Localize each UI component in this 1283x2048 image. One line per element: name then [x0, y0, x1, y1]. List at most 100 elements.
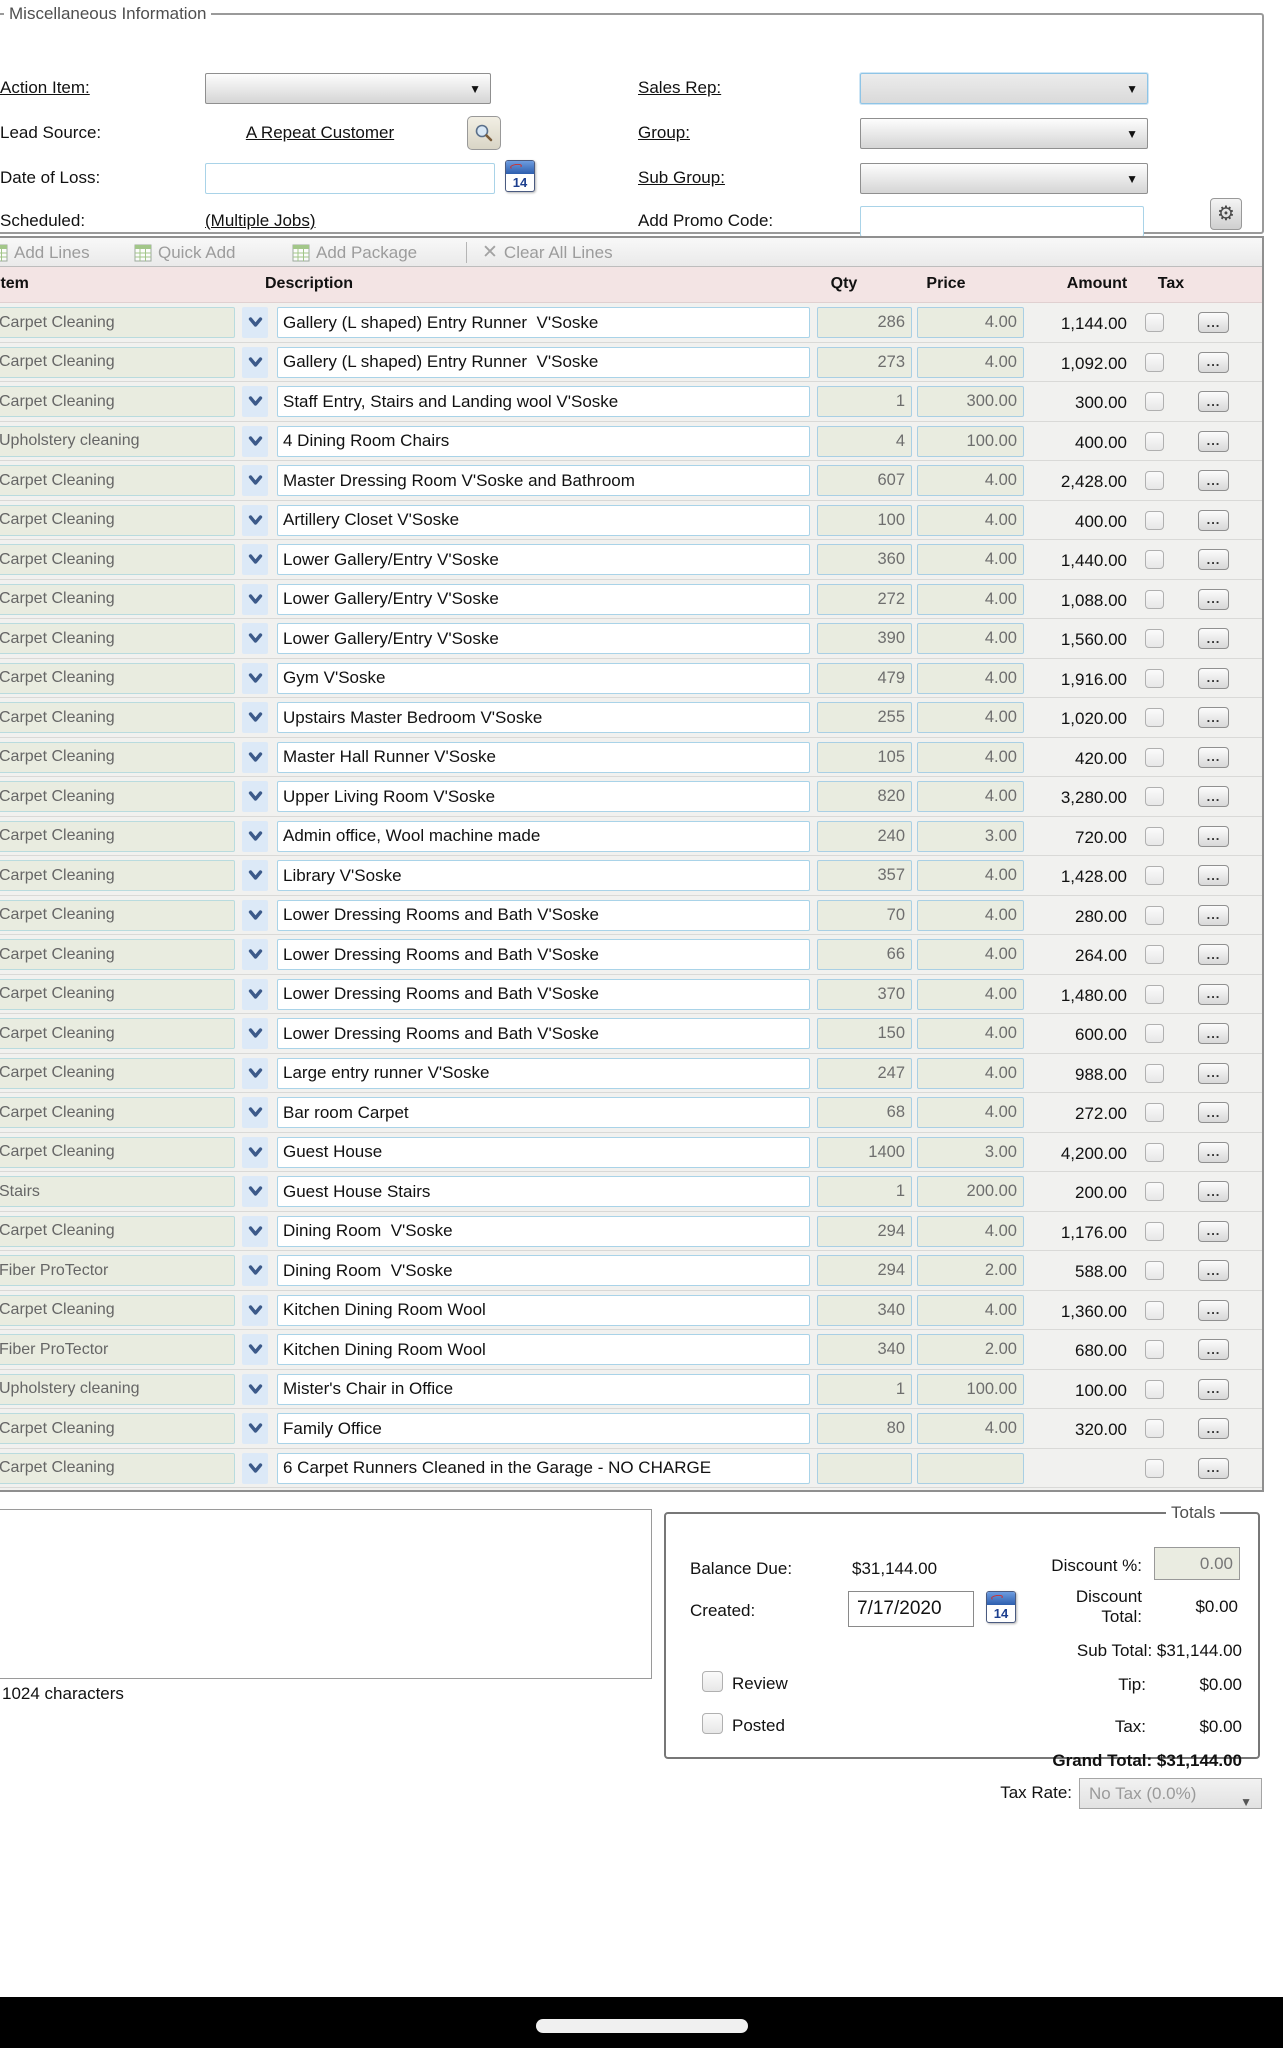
row-options-button[interactable]: ...	[1198, 1418, 1229, 1439]
item-dropdown-button[interactable]	[242, 1294, 268, 1326]
item-dropdown-button[interactable]	[242, 623, 268, 654]
price-input[interactable]	[917, 1215, 1024, 1247]
sub-group-select[interactable]: ▼	[860, 163, 1148, 194]
price-input[interactable]	[917, 425, 1024, 457]
description-input[interactable]	[277, 425, 810, 457]
description-input[interactable]	[277, 1057, 810, 1089]
row-options-button[interactable]: ...	[1198, 1339, 1229, 1360]
group-link[interactable]: Group:	[638, 123, 690, 142]
item-select-display[interactable]	[0, 1097, 235, 1128]
qty-input[interactable]	[817, 465, 912, 496]
gear-icon[interactable]: ⚙	[1210, 198, 1242, 230]
tax-checkbox[interactable]	[1145, 392, 1164, 411]
item-select-display[interactable]	[0, 702, 235, 733]
row-options-button[interactable]: ...	[1198, 1457, 1229, 1479]
description-input[interactable]	[277, 978, 810, 1010]
description-input[interactable]	[277, 899, 810, 931]
item-select-display[interactable]	[0, 425, 235, 457]
item-select-display[interactable]	[0, 386, 235, 417]
qty-input[interactable]	[817, 1057, 912, 1089]
qty-input[interactable]	[817, 504, 912, 536]
item-dropdown-button[interactable]	[242, 1413, 268, 1444]
row-options-button[interactable]: ...	[1198, 904, 1229, 926]
calendar-icon[interactable]: 14	[505, 160, 535, 192]
tax-checkbox[interactable]	[1145, 1419, 1164, 1438]
row-options-button[interactable]: ...	[1198, 588, 1229, 610]
item-dropdown-button[interactable]	[242, 1452, 268, 1484]
qty-input[interactable]	[817, 1018, 912, 1049]
tax-checkbox[interactable]	[1145, 1261, 1164, 1280]
item-select-display[interactable]	[0, 662, 235, 694]
description-input[interactable]	[277, 939, 810, 970]
item-select-display[interactable]	[0, 346, 235, 378]
row-options-button[interactable]: ...	[1198, 786, 1229, 807]
item-dropdown-button[interactable]	[242, 425, 268, 457]
action-item-link[interactable]: Action Item:	[0, 78, 90, 97]
qty-input[interactable]	[817, 899, 912, 931]
lead-source-value-link[interactable]: A Repeat Customer	[245, 123, 395, 142]
price-input[interactable]	[917, 702, 1024, 733]
description-input[interactable]	[277, 346, 810, 378]
item-select-display[interactable]	[0, 1176, 235, 1207]
qty-input[interactable]	[817, 346, 912, 378]
qty-input[interactable]	[817, 978, 912, 1010]
item-dropdown-button[interactable]	[242, 978, 268, 1010]
qty-input[interactable]	[817, 1136, 912, 1168]
item-dropdown-button[interactable]	[242, 465, 268, 496]
item-select-display[interactable]	[0, 1452, 235, 1484]
item-dropdown-button[interactable]	[242, 1215, 268, 1247]
description-input[interactable]	[277, 741, 810, 773]
item-dropdown-button[interactable]	[242, 583, 268, 615]
row-options-button[interactable]: ...	[1198, 312, 1229, 333]
tax-checkbox[interactable]	[1145, 471, 1164, 490]
price-input[interactable]	[917, 978, 1024, 1010]
item-select-display[interactable]	[0, 583, 235, 615]
description-input[interactable]	[277, 1334, 810, 1365]
price-input[interactable]	[917, 307, 1024, 338]
qty-input[interactable]	[817, 741, 912, 773]
calendar-icon[interactable]: 14	[986, 1591, 1016, 1623]
lead-source-search-button[interactable]	[467, 116, 501, 150]
qty-input[interactable]	[817, 425, 912, 457]
price-input[interactable]	[917, 346, 1024, 378]
price-input[interactable]	[917, 1176, 1024, 1207]
item-select-display[interactable]	[0, 544, 235, 575]
row-options-button[interactable]: ...	[1198, 1260, 1229, 1281]
item-select-display[interactable]	[0, 741, 235, 773]
group-select[interactable]: ▼	[860, 118, 1148, 149]
row-options-button[interactable]: ...	[1198, 391, 1229, 412]
description-input[interactable]	[277, 544, 810, 575]
item-select-display[interactable]	[0, 1057, 235, 1089]
qty-input[interactable]	[817, 1334, 912, 1365]
price-input[interactable]	[917, 1057, 1024, 1089]
row-options-button[interactable]: ...	[1198, 1062, 1229, 1084]
item-select-display[interactable]	[0, 820, 235, 852]
price-input[interactable]	[917, 1097, 1024, 1128]
tax-checkbox[interactable]	[1145, 352, 1164, 372]
item-dropdown-button[interactable]	[242, 1176, 268, 1207]
price-input[interactable]	[917, 939, 1024, 970]
price-input[interactable]	[917, 1294, 1024, 1326]
sub-group-link[interactable]: Sub Group:	[638, 168, 725, 187]
home-indicator[interactable]	[536, 2019, 748, 2033]
tax-checkbox[interactable]	[1145, 1063, 1164, 1083]
description-input[interactable]	[277, 1452, 810, 1484]
tax-checkbox[interactable]	[1145, 668, 1164, 688]
tax-checkbox[interactable]	[1145, 1182, 1164, 1201]
item-dropdown-button[interactable]	[242, 1136, 268, 1168]
item-select-display[interactable]	[0, 504, 235, 536]
item-select-display[interactable]	[0, 939, 235, 970]
tax-checkbox[interactable]	[1145, 1379, 1164, 1399]
price-input[interactable]	[917, 583, 1024, 615]
item-dropdown-button[interactable]	[242, 702, 268, 733]
item-dropdown-button[interactable]	[242, 307, 268, 338]
promo-code-input[interactable]	[860, 206, 1144, 237]
row-options-button[interactable]: ...	[1198, 667, 1229, 689]
item-select-display[interactable]	[0, 1018, 235, 1049]
row-options-button[interactable]: ...	[1198, 549, 1229, 570]
sales-rep-link[interactable]: Sales Rep:	[638, 78, 722, 97]
item-dropdown-button[interactable]	[242, 860, 268, 891]
tax-checkbox[interactable]	[1145, 747, 1164, 767]
item-select-display[interactable]	[0, 465, 235, 496]
description-input[interactable]	[277, 820, 810, 852]
